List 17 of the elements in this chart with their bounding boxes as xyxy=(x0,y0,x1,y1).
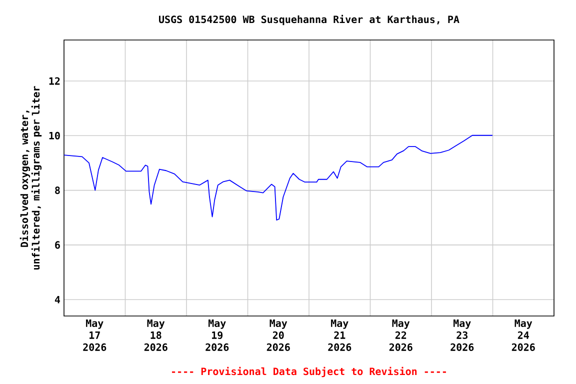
x-tick-label: May 24 2026 xyxy=(512,320,535,351)
x-tick-label: May 17 2026 xyxy=(83,320,106,351)
y-tick-label: 8 xyxy=(55,186,60,194)
x-tick-label: May 21 2026 xyxy=(328,320,352,351)
y-tick-label: 6 xyxy=(55,241,60,249)
x-tick-label: May 22 2026 xyxy=(389,320,412,351)
x-tick-label: May 18 2026 xyxy=(144,320,168,351)
x-tick-label: May 20 2026 xyxy=(266,320,290,351)
y-tick-label: 10 xyxy=(49,132,60,140)
line-series xyxy=(64,134,493,221)
y-tick-label: 12 xyxy=(49,77,60,85)
x-tick-label: May 23 2026 xyxy=(450,320,474,351)
chart-title: USGS 01542500 WB Susquehanna River at Karthaus, PA xyxy=(159,14,460,26)
x-tick-label: May 19 2026 xyxy=(206,320,229,351)
text: ---- Provisional Data Subject to Revision ---- xyxy=(172,366,446,378)
y-tick-label: 4 xyxy=(54,296,60,304)
y-axis-title: Dissolved oxygen, water, unfiltered, milligrams per liter xyxy=(20,86,42,270)
